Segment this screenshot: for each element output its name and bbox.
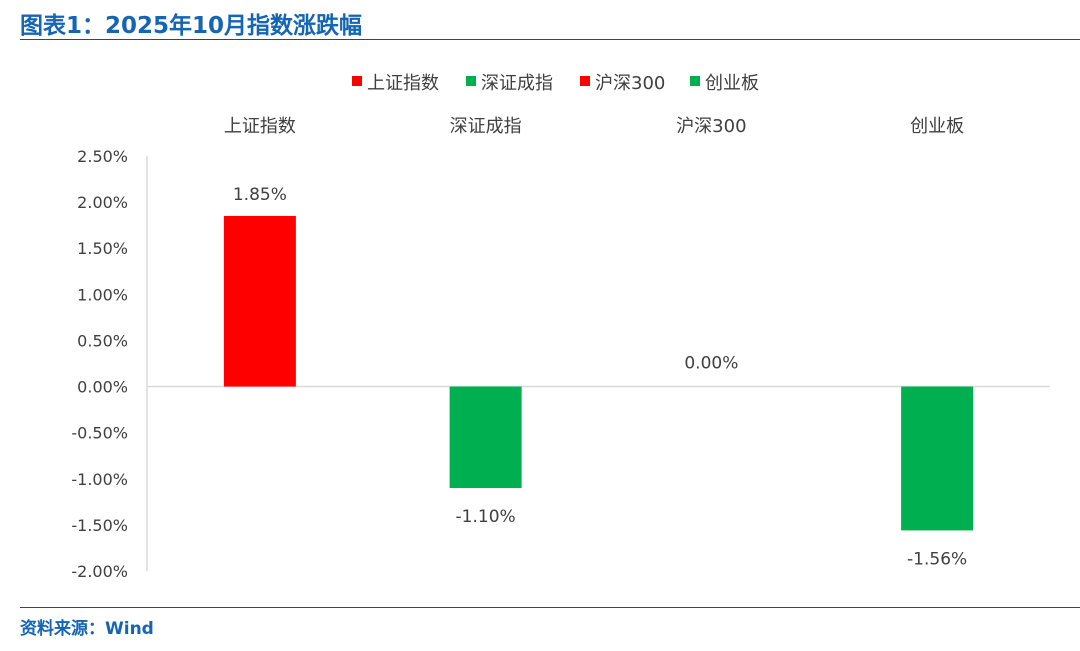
legend-swatch (466, 76, 476, 86)
data-label: 0.00% (684, 354, 738, 374)
y-axis: 2.50% 2.00% 1.50% 1.00% 0.50% 0.00% -0.50% -1.0… (71, 147, 1050, 581)
y-tick-label: 2.00% (77, 193, 128, 212)
bar (449, 386, 522, 488)
data-label: -1.10% (456, 507, 516, 527)
y-tick-label: -1.50% (71, 516, 128, 535)
bar (223, 215, 296, 387)
footer-divider (20, 607, 1080, 608)
chart-title: 图表1：2025年10月指数涨跌幅 (20, 13, 363, 39)
bar (901, 386, 974, 531)
legend-swatch (690, 76, 700, 86)
y-tick-label: -2.00% (71, 562, 128, 581)
legend-swatch (580, 76, 590, 86)
category-label: 深证成指 (450, 116, 522, 137)
y-tick-label: 0.00% (77, 378, 128, 397)
y-tick-label: 1.50% (77, 239, 128, 258)
y-tick-label: 0.50% (77, 331, 128, 350)
category-label: 创业板 (910, 116, 964, 137)
legend-label: 深证成指 (481, 73, 553, 94)
chart-legend: 上证指数 深证成指 沪深300 创业板 (352, 73, 759, 94)
legend-swatch (352, 76, 362, 86)
y-tick-label: 1.00% (77, 285, 128, 304)
y-tick-label: -1.00% (71, 470, 128, 489)
y-tick-label: -0.50% (71, 424, 128, 443)
legend-label: 上证指数 (367, 73, 439, 94)
bars (223, 215, 974, 531)
category-labels: 上证指数 深证成指 沪深300 创业板 (224, 116, 964, 137)
source-note: 资料来源：Wind (20, 619, 154, 639)
data-labels: 1.85% -1.10% 0.00% -1.56% (233, 185, 967, 569)
category-label: 沪深300 (676, 116, 746, 137)
y-tick-label: 2.50% (77, 147, 128, 166)
legend-label: 创业板 (705, 73, 759, 94)
legend-label: 沪深300 (595, 73, 665, 94)
data-label: 1.85% (233, 185, 287, 205)
category-label: 上证指数 (224, 116, 296, 137)
data-label: -1.56% (907, 549, 967, 569)
title-divider (20, 39, 1080, 40)
